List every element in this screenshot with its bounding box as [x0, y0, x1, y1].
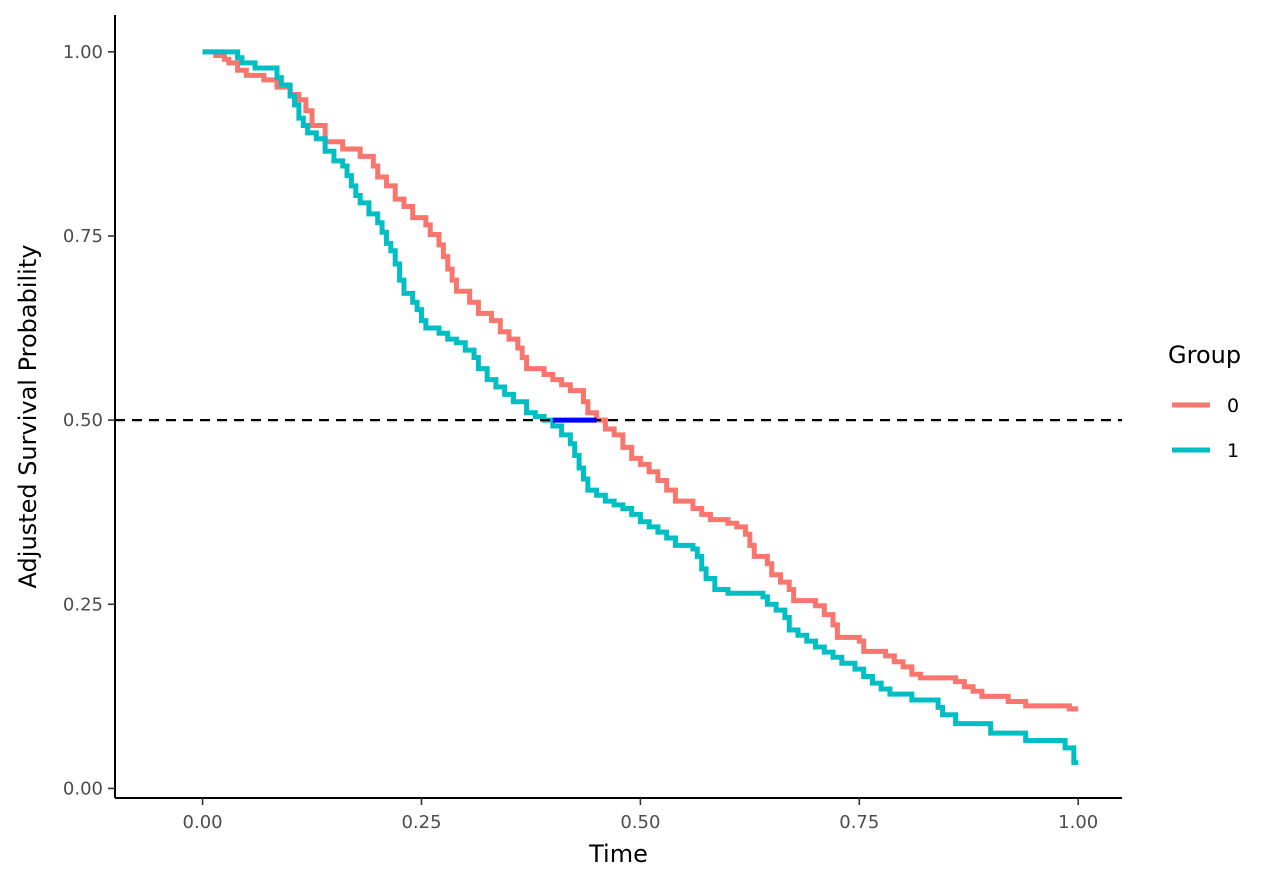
y-tick-label: 0.00	[63, 778, 103, 799]
y-axis: 0.00 0.25 0.50 0.75 1.00	[63, 15, 116, 799]
legend-title: Group	[1168, 341, 1241, 369]
x-tick-label: 0.75	[839, 812, 879, 833]
y-tick-label: 0.25	[63, 594, 103, 615]
y-tick-label: 0.75	[63, 226, 103, 247]
legend: Group 0 1	[1168, 341, 1241, 462]
x-tick-label: 0.25	[401, 812, 441, 833]
x-axis: 0.00 0.25 0.50 0.75 1.00	[115, 797, 1122, 833]
x-axis-title: Time	[588, 840, 648, 868]
legend-label-1: 1	[1227, 440, 1239, 462]
y-tick-label: 0.50	[63, 410, 103, 431]
legend-label-0: 0	[1227, 395, 1239, 417]
x-tick-label: 0.00	[183, 812, 223, 833]
x-tick-label: 1.00	[1058, 812, 1098, 833]
x-tick-label: 0.50	[620, 812, 660, 833]
series-line-0	[202, 49, 1079, 712]
series-line-1	[202, 49, 1079, 766]
plot-area	[115, 49, 1122, 766]
y-tick-label: 1.00	[63, 42, 103, 63]
y-axis-title: Adjusted Survival Probability	[14, 245, 42, 589]
